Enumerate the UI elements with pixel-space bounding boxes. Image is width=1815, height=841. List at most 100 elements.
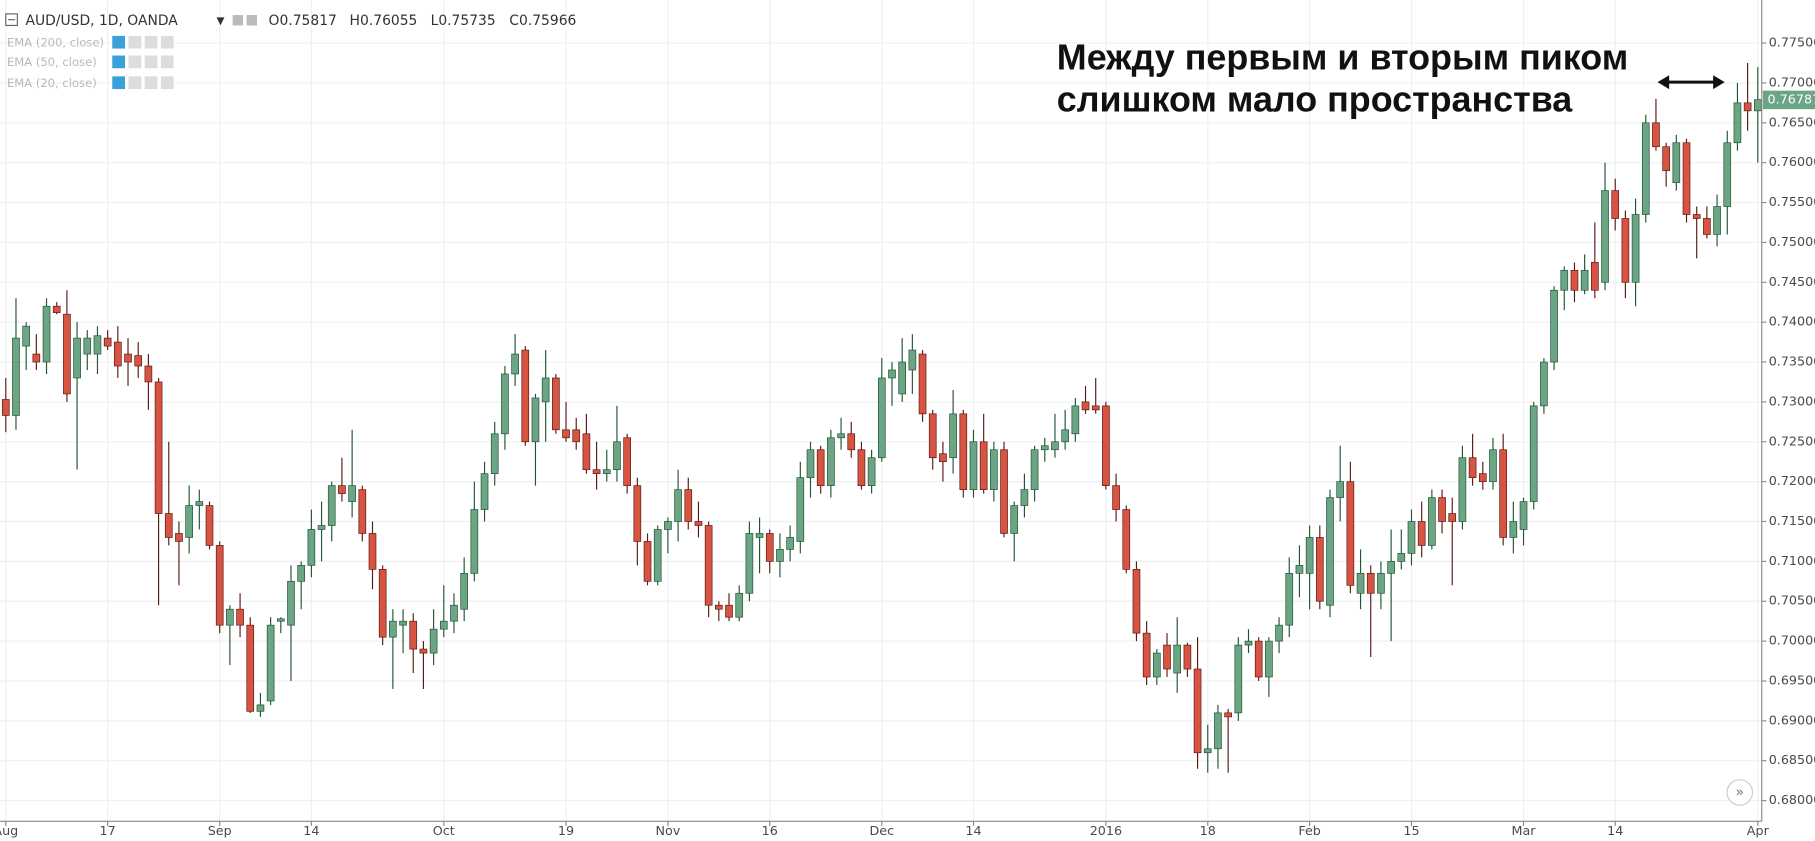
candle-body bbox=[939, 453, 947, 463]
candle-body bbox=[1203, 748, 1212, 754]
candle-body bbox=[1071, 405, 1080, 435]
remove-icon[interactable] bbox=[160, 76, 174, 90]
candle-body bbox=[287, 580, 295, 626]
candle-body bbox=[928, 413, 937, 459]
candle-body bbox=[1020, 489, 1029, 506]
settings-icon[interactable] bbox=[128, 76, 142, 90]
candle-body bbox=[1366, 572, 1375, 594]
x-tick-label: Mar bbox=[1512, 823, 1537, 838]
candle-body bbox=[582, 433, 591, 471]
candle-body bbox=[531, 397, 540, 443]
candle-body bbox=[613, 441, 621, 471]
candle-body bbox=[1407, 521, 1416, 554]
candle-body bbox=[297, 565, 306, 582]
add-icon[interactable] bbox=[144, 35, 158, 49]
candle-body bbox=[796, 477, 805, 542]
candle-body bbox=[1214, 712, 1222, 750]
candle-body bbox=[959, 413, 968, 490]
candle-body bbox=[266, 624, 275, 702]
candle-body bbox=[124, 353, 132, 363]
candle-body bbox=[1703, 218, 1711, 235]
x-tick-label: Dec bbox=[869, 823, 894, 838]
candle-body bbox=[1285, 572, 1294, 626]
settings-icon[interactable] bbox=[128, 35, 142, 49]
add-icon[interactable] bbox=[144, 76, 158, 90]
candle-body bbox=[409, 620, 418, 650]
candle-body bbox=[1081, 401, 1090, 411]
candle-body bbox=[114, 341, 122, 367]
add-icon[interactable] bbox=[144, 55, 158, 69]
candle-body bbox=[1, 399, 10, 416]
candle-body bbox=[1448, 513, 1457, 522]
last-price-label: 0.76787 bbox=[1768, 91, 1815, 106]
candle-body bbox=[32, 353, 41, 363]
candle-body bbox=[1560, 269, 1569, 291]
candle-body bbox=[1112, 485, 1120, 510]
candle-body bbox=[185, 505, 193, 538]
candle-body bbox=[816, 449, 825, 486]
candle-body bbox=[480, 473, 489, 510]
candle-body bbox=[1315, 537, 1324, 602]
candle-body bbox=[419, 648, 428, 654]
candle-body bbox=[949, 413, 957, 459]
candle-body bbox=[1193, 668, 1202, 754]
candle-body bbox=[1611, 190, 1620, 219]
candle-body bbox=[694, 521, 703, 526]
eye-icon[interactable] bbox=[112, 76, 126, 90]
collapse-icon[interactable] bbox=[5, 13, 18, 27]
candle-body bbox=[1438, 497, 1446, 522]
candle-body bbox=[226, 608, 234, 626]
candle-body bbox=[1000, 449, 1008, 534]
remove-icon[interactable] bbox=[160, 35, 174, 49]
remove-icon[interactable] bbox=[160, 55, 174, 69]
candle-body bbox=[1397, 553, 1406, 562]
eye-icon[interactable] bbox=[232, 15, 244, 26]
candle-body bbox=[1753, 99, 1762, 112]
candle-body bbox=[215, 545, 224, 626]
candle-body bbox=[490, 433, 499, 475]
candle-body bbox=[1529, 405, 1538, 502]
candle-body bbox=[1509, 521, 1518, 538]
scroll-button[interactable] bbox=[1726, 779, 1754, 806]
scroll-button-icon[interactable]: » bbox=[1736, 784, 1745, 800]
dropdown-icon[interactable]: ▼ bbox=[216, 15, 224, 27]
candle-body bbox=[1387, 561, 1395, 574]
candle-body bbox=[317, 525, 326, 530]
x-tick-label: Sep bbox=[208, 823, 232, 838]
candle-body bbox=[1346, 481, 1355, 586]
candle-body bbox=[236, 608, 244, 626]
candle-body bbox=[205, 505, 214, 546]
candle-body bbox=[1295, 565, 1304, 574]
candle-body bbox=[806, 449, 815, 478]
candle-body bbox=[1040, 445, 1049, 451]
candle-body bbox=[857, 449, 866, 486]
candle-body bbox=[1061, 429, 1069, 443]
candles bbox=[1, 62, 1762, 773]
eye-icon[interactable] bbox=[112, 55, 126, 69]
candle-body bbox=[1489, 449, 1497, 482]
x-tick-label: Oct bbox=[433, 823, 455, 838]
candle-body bbox=[735, 592, 744, 618]
settings-icon[interactable] bbox=[128, 55, 142, 69]
indicator-label: EMA (20, close) bbox=[7, 76, 97, 90]
candle-body bbox=[307, 529, 316, 566]
settings-icon[interactable] bbox=[246, 15, 257, 26]
candle-body bbox=[898, 361, 906, 395]
x-tick-label: Apr bbox=[1747, 823, 1770, 838]
candle-body bbox=[1305, 537, 1314, 574]
candle-body bbox=[969, 441, 978, 490]
candle-body bbox=[990, 449, 998, 490]
candle-body bbox=[1580, 269, 1589, 291]
eye-icon[interactable] bbox=[112, 35, 126, 49]
candle-body bbox=[1713, 206, 1721, 235]
